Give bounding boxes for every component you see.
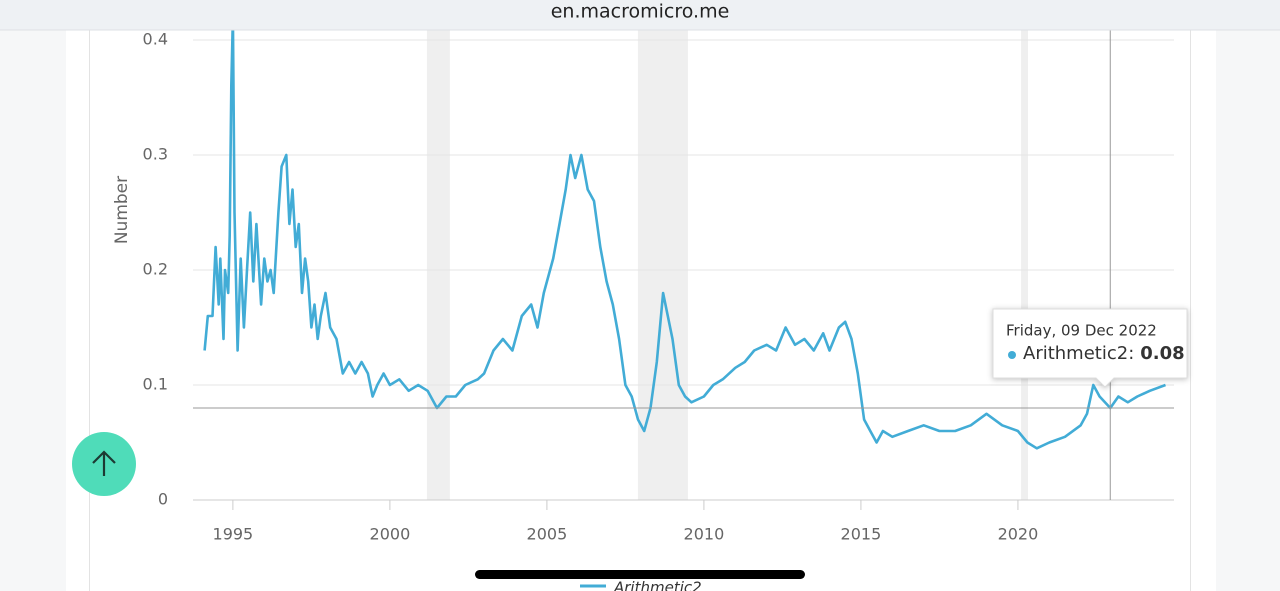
legend-label: Arithmetic2 [613,579,702,591]
url[interactable]: en.macromicro.me [551,1,730,23]
x-tick-label: 2020 [998,525,1039,544]
data-line [203,15,1166,450]
recession-band [426,30,450,500]
x-tick-label: 2015 [841,525,882,544]
y-tick-label: 0.4 [143,30,168,49]
plot: 0 0.1 0.2 0.3 0.4 1995 2000 2005 2010 2015 2020 Fri… [143,15,1188,544]
recession-band [1021,30,1028,500]
tooltip-label: Arithmetic2: [1023,343,1134,364]
scroll-top-button[interactable] [72,432,136,496]
home-indicator [475,570,805,579]
tooltip: Friday, 09 Dec 2022 Arithmetic2: 0.08 [992,308,1188,388]
tooltip-box [992,308,1188,388]
x-tick-label: 2010 [684,525,725,544]
legend: Arithmetic2 [580,579,702,591]
y-tick-label: 0.3 [143,145,168,164]
y-tick-label: 0.1 [143,375,168,394]
y-tick-label: 0 [158,490,168,509]
x-tick-label: 1995 [213,525,254,544]
y-axis-label: Number [112,176,132,244]
tooltip-line: Arithmetic2: 0.08 [1023,343,1185,364]
browser-bar [0,0,1280,30]
x-tick-label: 2000 [370,525,411,544]
tooltip-dot [1008,351,1016,359]
tooltip-value: 0.08 [1140,343,1184,364]
x-tick-label: 2005 [527,525,568,544]
tooltip-date: Friday, 09 Dec 2022 [1006,322,1157,340]
arrow-icon[interactable] [92,450,116,476]
y-tick-label: 0.2 [143,260,168,279]
